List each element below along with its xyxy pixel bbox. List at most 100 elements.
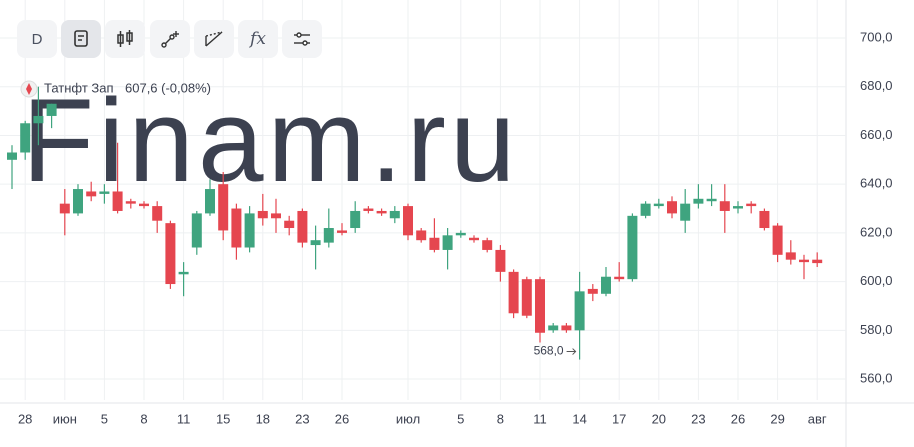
candle-body: [574, 291, 585, 331]
candle-body: [508, 271, 519, 314]
series-name: Татнфт Зап: [44, 80, 114, 95]
y-tick-label: 600,0: [860, 273, 893, 288]
candle-body: [59, 203, 70, 214]
candle-body: [469, 237, 479, 241]
candle-body: [812, 259, 823, 264]
x-tick-label: 5: [457, 411, 464, 426]
candle-body: [231, 208, 242, 248]
candle-body: [733, 206, 743, 209]
x-tick-label: 11: [533, 411, 547, 426]
candle-body: [719, 201, 730, 211]
candle-body: [759, 210, 770, 229]
x-tick-label: июл: [396, 411, 420, 426]
settings-button[interactable]: [282, 20, 322, 58]
candle-body: [376, 210, 387, 214]
candle-body: [442, 235, 453, 250]
candle-body: [257, 210, 268, 219]
price-label: 607,6 (-0,08%): [125, 80, 211, 95]
candle-body: [403, 206, 413, 236]
x-tick-label: 26: [335, 411, 349, 426]
candle-body: [86, 191, 97, 197]
candle-body: [20, 123, 31, 153]
candle-body: [627, 215, 638, 280]
formula-button[interactable]: fx: [238, 20, 278, 58]
candle-body: [337, 230, 347, 233]
ticker-icon: [26, 83, 32, 95]
candle-body: [363, 208, 374, 211]
x-tick-label: 8: [497, 411, 504, 426]
fib-button[interactable]: [194, 20, 234, 58]
y-tick-label: 580,0: [860, 322, 893, 337]
candle-body: [7, 152, 17, 160]
x-tick-label: 26: [731, 411, 745, 426]
x-tick-label: 20: [652, 411, 666, 426]
candle-body: [271, 213, 281, 219]
x-tick-label: 15: [216, 411, 230, 426]
candle-body: [310, 240, 321, 246]
candle-body: [389, 210, 400, 219]
candle-body: [191, 213, 202, 248]
y-tick-label: 560,0: [860, 370, 893, 385]
interval-button[interactable]: D: [17, 20, 57, 58]
candle-body: [785, 252, 796, 260]
x-tick-label: 29: [770, 411, 784, 426]
candle-body: [33, 115, 44, 124]
candle-body: [125, 201, 136, 204]
y-tick-label: 660,0: [860, 127, 893, 142]
x-tick-label: 11: [177, 411, 191, 426]
x-tick-label: 23: [691, 411, 705, 426]
min-annotation: 568,0: [534, 344, 564, 358]
candle-body: [46, 103, 57, 116]
candle-body: [482, 240, 493, 250]
line-tool-button[interactable]: [150, 20, 190, 58]
candle-body: [535, 279, 545, 333]
candle-body: [601, 276, 611, 294]
x-tick-label: 18: [256, 411, 270, 426]
x-tick-label: 23: [295, 411, 309, 426]
candle-body: [416, 230, 427, 241]
annotation-arrow: [566, 348, 577, 355]
candle-body: [521, 279, 532, 316]
y-tick-label: 620,0: [860, 224, 893, 239]
candle-body: [165, 223, 176, 285]
candle-body: [73, 189, 83, 214]
candle-body: [323, 228, 334, 243]
icon: [74, 30, 88, 47]
candle-body: [218, 184, 229, 231]
candle-body: [350, 210, 361, 229]
candle-body: [772, 225, 783, 255]
candle-body: [139, 203, 149, 207]
x-tick-label: 8: [140, 411, 147, 426]
candle-body: [455, 232, 466, 236]
candle-body: [746, 203, 757, 207]
candle-body: [693, 198, 704, 204]
candle-body: [284, 220, 295, 229]
icon: [161, 31, 179, 48]
candle-body: [614, 276, 625, 280]
candle-body: [667, 201, 677, 214]
candles-button[interactable]: [105, 20, 145, 58]
y-tick-label: 680,0: [860, 78, 893, 93]
y-tick-label: 700,0: [860, 29, 893, 44]
y-tick-label: 640,0: [860, 176, 893, 191]
candle-body: [178, 271, 189, 275]
icon: [205, 31, 223, 47]
notes-button[interactable]: [61, 20, 101, 58]
candle-body: [297, 210, 308, 243]
candle-body: [99, 191, 110, 194]
x-tick-label: июн: [53, 411, 77, 426]
candle-body: [587, 288, 598, 294]
candle-body: [244, 213, 255, 248]
candle-body: [112, 191, 123, 211]
candle-body: [495, 249, 506, 272]
icon: [294, 32, 310, 46]
x-tick-label: авг: [808, 411, 827, 426]
x-tick-label: 5: [101, 411, 108, 426]
candle-body: [706, 198, 717, 202]
candle-body: [653, 203, 664, 207]
candle-body: [640, 203, 651, 216]
x-tick-label: 17: [612, 411, 626, 426]
candle-body: [152, 206, 163, 221]
